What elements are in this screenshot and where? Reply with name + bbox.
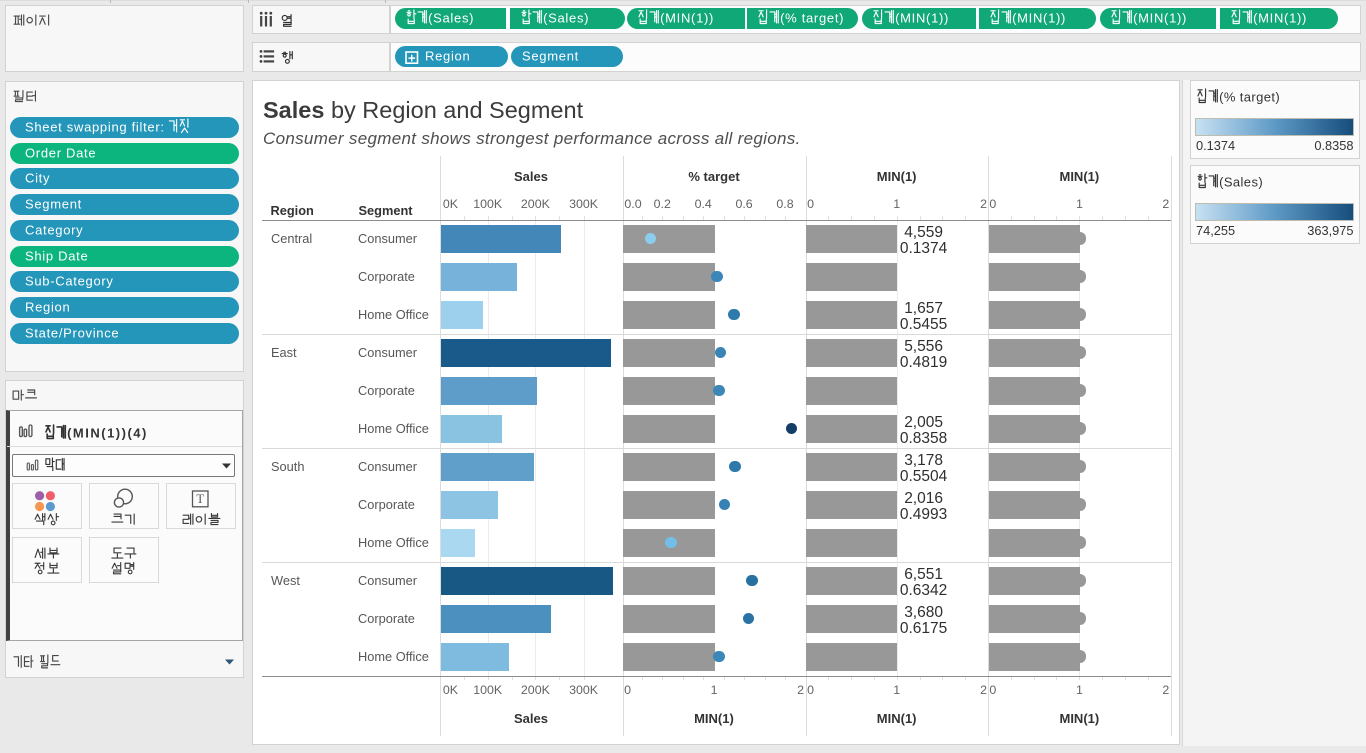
svg-text:Order Date: Order Date [25, 146, 96, 161]
svg-text:Segment: Segment [25, 197, 82, 212]
svg-text:Category: Category [25, 223, 83, 238]
svg-text:Region: Region [25, 300, 70, 315]
svg-text:City: City [25, 171, 50, 186]
svg-text:(Sales): (Sales) [1219, 175, 1263, 190]
svg-text:State/Province: State/Province [25, 325, 119, 340]
svg-text:Region: Region [425, 49, 470, 64]
svg-text:(% target): (% target) [1219, 90, 1280, 105]
svg-text:Sheet swapping filter:: Sheet swapping filter: [25, 120, 165, 135]
svg-text:(MIN(1))(4): (MIN(1))(4) [67, 425, 148, 440]
svg-text:(% target): (% target) [780, 11, 844, 26]
svg-text:(MIN(1)): (MIN(1)) [1133, 11, 1187, 26]
svg-text:Segment: Segment [522, 49, 579, 64]
svg-text:(MIN(1)): (MIN(1)) [895, 11, 949, 26]
svg-text:(MIN(1)): (MIN(1)) [660, 11, 714, 26]
svg-text:Ship Date: Ship Date [25, 248, 88, 263]
svg-text:(MIN(1)): (MIN(1)) [1253, 11, 1307, 26]
svg-text:(Sales): (Sales) [428, 11, 474, 26]
svg-text:Sub-Category: Sub-Category [25, 274, 114, 289]
svg-text:T: T [196, 492, 204, 506]
svg-text:(Sales): (Sales) [543, 11, 589, 26]
svg-text:(MIN(1)): (MIN(1)) [1012, 11, 1066, 26]
